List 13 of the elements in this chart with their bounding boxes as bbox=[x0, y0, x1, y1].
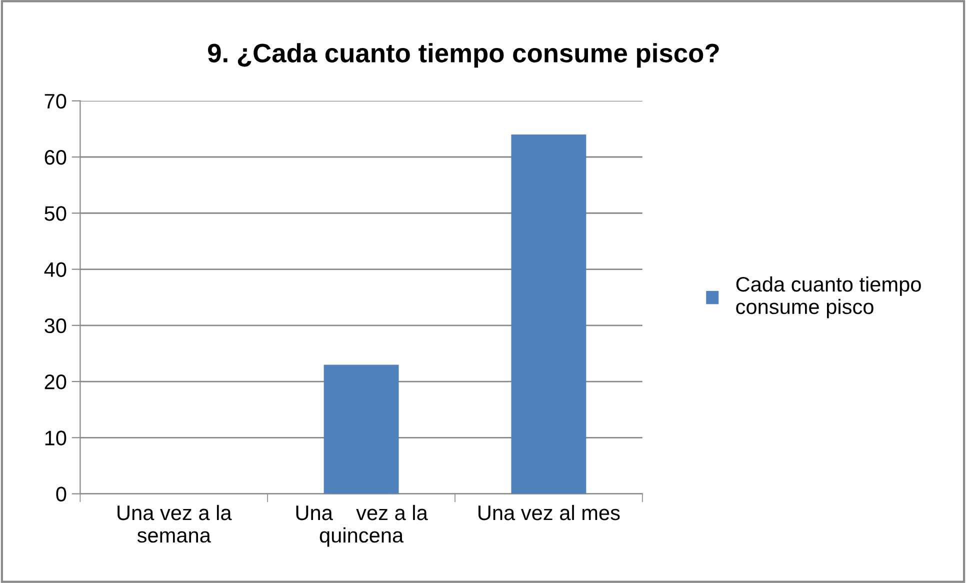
y-tick-label: 70 bbox=[44, 94, 66, 109]
x-tick-label: Una vez a la semana bbox=[118, 504, 232, 543]
y-tick-label: 20 bbox=[44, 374, 66, 390]
chart-title: 9. ¿Cada cuanto tiempo consume pisco? bbox=[208, 43, 719, 68]
y-tick-label: 30 bbox=[44, 318, 66, 334]
y-tick-label: 40 bbox=[44, 262, 66, 278]
legend-label: Cada cuanto tiempo consume pisco bbox=[736, 276, 921, 318]
y-tick-label: 10 bbox=[45, 430, 66, 446]
y-tick-label: 0 bbox=[56, 486, 66, 502]
y-tick-label: 60 bbox=[44, 150, 66, 165]
y-tick-label: 50 bbox=[44, 206, 66, 221]
x-tick-label: Una vez a la quincena bbox=[296, 504, 428, 547]
x-tick-label: Una vez al mes bbox=[478, 504, 620, 520]
